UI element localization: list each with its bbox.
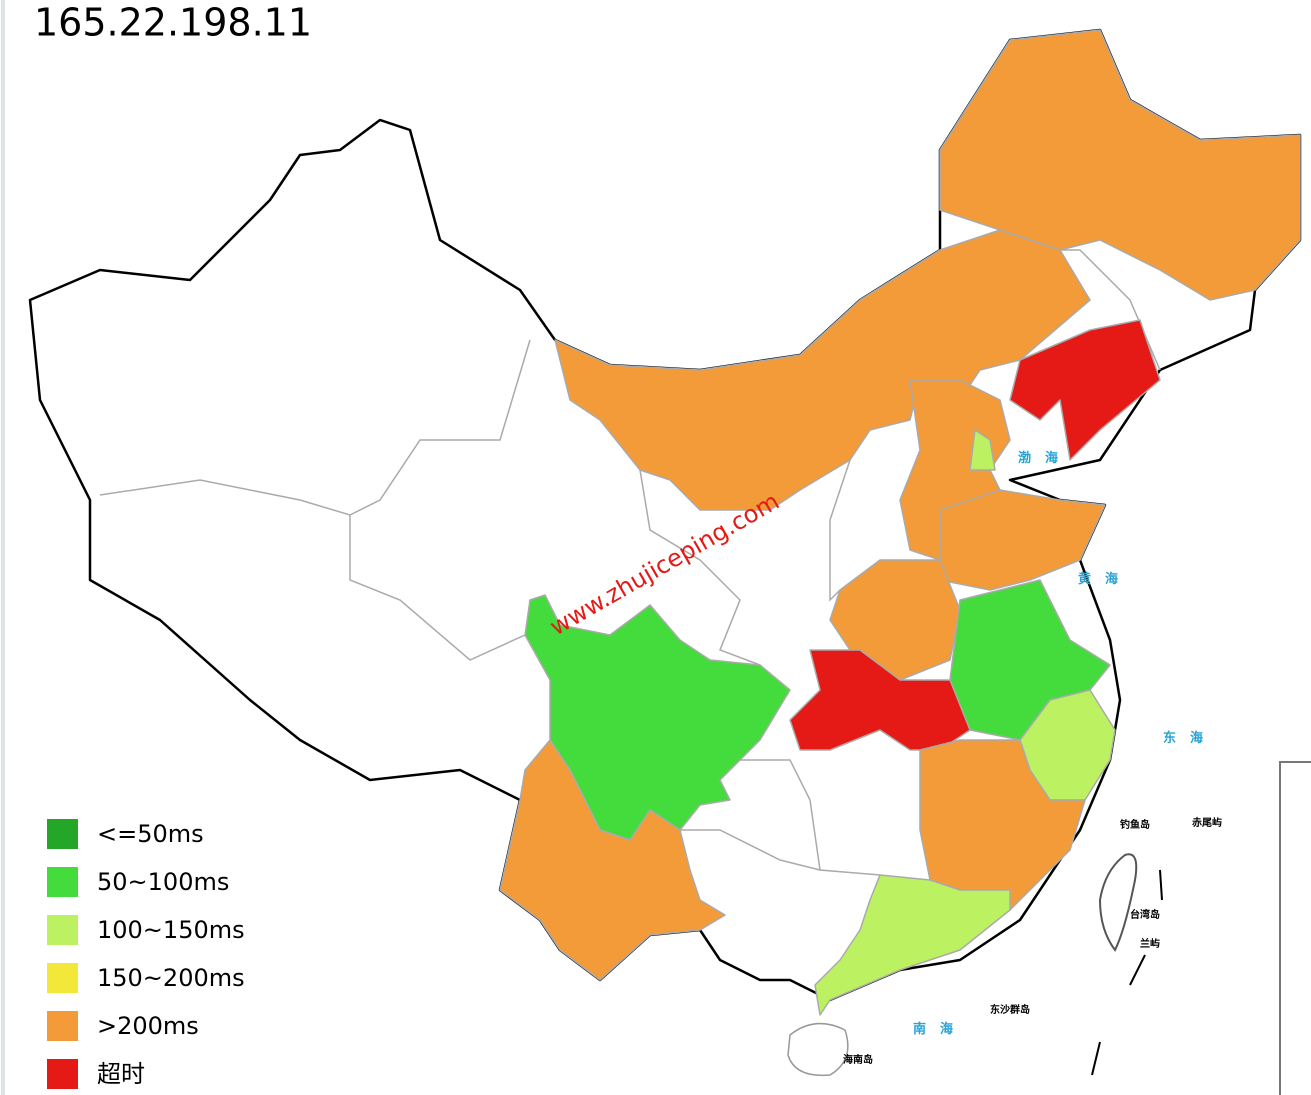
province-boundary [680,829,821,871]
title: 165.22.198.11 [34,1,312,45]
region [939,29,1301,301]
taiwan-island [1098,853,1138,952]
nine-dash [1159,869,1163,901]
legend-label: 超时 [97,1060,145,1088]
region [1009,319,1161,461]
island-label: 兰屿 [1140,937,1160,950]
nine-dash [1129,954,1146,986]
island-label: 海南岛 [843,1053,873,1066]
region [814,874,1011,1016]
hainan-island [787,1022,849,1077]
island-label: 东沙群岛 [990,1003,1030,1016]
legend-label: 150~200ms [97,964,245,992]
sea-label: 南海 [913,1021,967,1037]
province-boundary [740,759,881,876]
region [939,489,1106,591]
sea-label: 东海 [1163,730,1217,746]
legend-label: >200ms [97,1012,199,1040]
legend-swatch [47,963,78,993]
region [789,649,971,751]
legend-swatch [47,1059,78,1089]
legend-label: 50~100ms [97,868,229,896]
legend-label: <=50ms [97,820,204,848]
legend-swatch [47,915,78,945]
province-boundary [349,515,526,661]
island-label: 钓鱼岛 [1120,818,1150,831]
inset-frame [1279,761,1311,1095]
region [829,559,961,681]
province-boundary [99,339,531,516]
province-boundary [639,469,761,666]
region [919,739,1086,911]
china-map [28,28,1311,1095]
legend-swatch [47,819,78,849]
legend-label: 100~150ms [97,916,245,944]
legend-swatch [47,867,78,897]
legend-swatch [47,1011,78,1041]
nine-dash [1091,1041,1101,1076]
region [499,739,726,981]
island-label: 台湾岛 [1130,908,1160,921]
province-boundary [829,459,851,602]
region [969,429,996,471]
island-label: 赤尾屿 [1192,816,1222,829]
sea-label: 黄海 [1078,571,1132,587]
sea-label: 渤海 [1018,450,1072,466]
